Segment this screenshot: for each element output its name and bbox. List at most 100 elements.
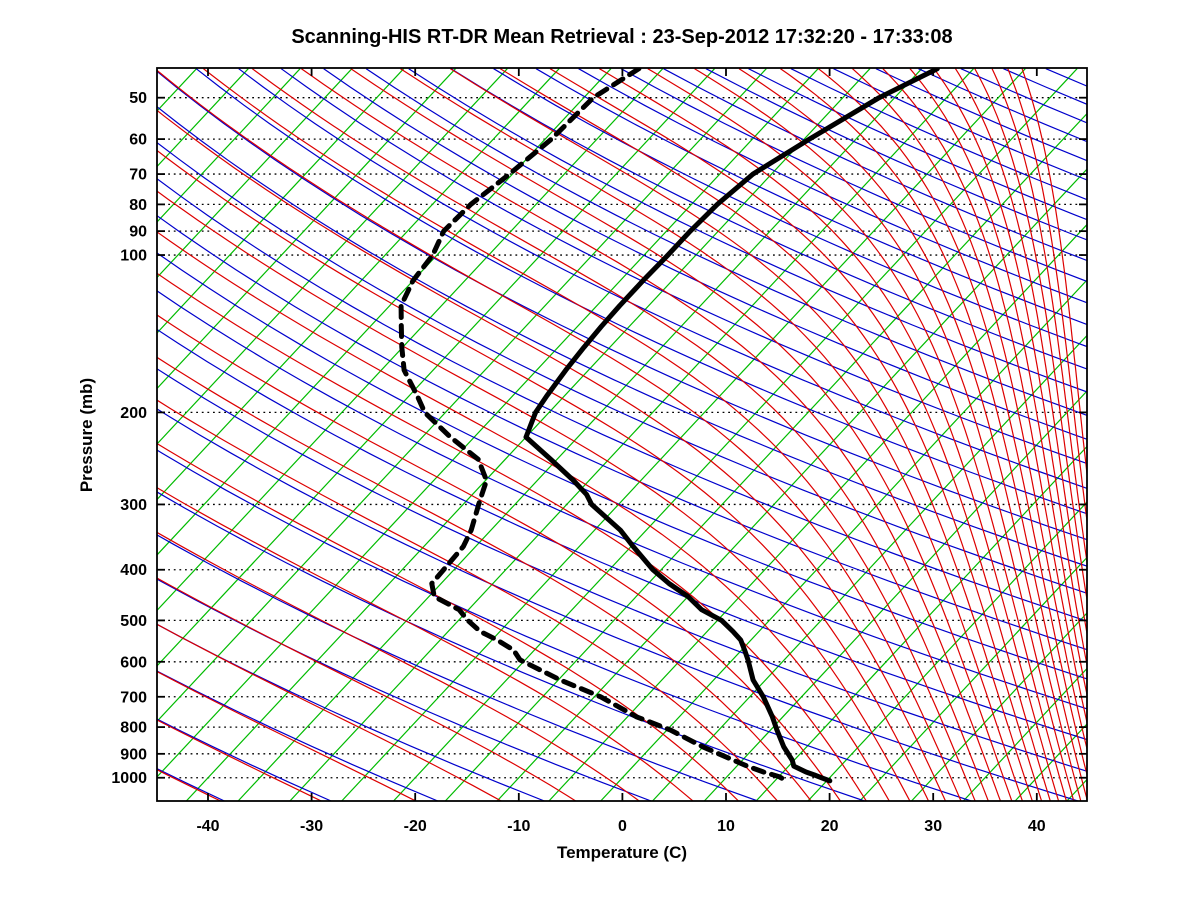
isotherm-line <box>157 68 353 279</box>
y-tick-label: 100 <box>120 248 147 265</box>
x-tick-label: 20 <box>821 818 839 835</box>
pseudoadiabat-line <box>400 68 1023 801</box>
isotherm-line <box>600 279 1087 801</box>
dry-adiabat-line <box>157 491 865 801</box>
dry-adiabat-line <box>663 68 1087 262</box>
pseudoadiabat-line <box>909 68 1087 698</box>
plot-area <box>0 68 1200 801</box>
pseudoadiabat-line <box>694 68 1075 801</box>
isotherm-line <box>157 68 456 390</box>
pseudoadiabat-line <box>933 68 1087 669</box>
dry-adiabat-line <box>365 68 1087 416</box>
pseudoadiabat-line <box>647 68 1067 801</box>
dry-adiabat-line <box>157 449 972 801</box>
pseudoadiabat-line <box>157 190 911 801</box>
dry-adiabat-line <box>323 68 1087 440</box>
dry-adiabat-line <box>157 70 1087 541</box>
y-tick-label: 90 <box>129 224 147 241</box>
dry-adiabat-line <box>450 68 1087 370</box>
dry-adiabat-line <box>1088 69 1200 801</box>
dry-adiabat-line <box>875 68 1087 162</box>
pseudoadiabat-line <box>157 272 867 801</box>
temperature-axis-label: Temperature (C) <box>556 843 688 862</box>
temperature-curve <box>523 68 940 784</box>
x-tick-label: -10 <box>507 818 530 835</box>
pseudoadiabat-line <box>780 68 1087 801</box>
isotherm-line <box>157 68 612 556</box>
dry-adiabat-line <box>157 408 1078 801</box>
isotherm-line <box>703 390 1087 801</box>
dry-adiabat-line <box>918 68 1087 143</box>
y-tick-label: 800 <box>120 720 147 737</box>
dry-adiabat-line <box>790 68 1087 201</box>
pseudoadiabat-line <box>157 231 890 801</box>
pseudoadiabat-line <box>0 69 116 801</box>
pseudoadiabat-line <box>157 356 812 801</box>
dry-adiabat-line <box>157 534 759 801</box>
x-tick-label: 30 <box>924 818 942 835</box>
isotherm-line <box>157 68 405 334</box>
pseudoadiabat-line <box>157 769 221 801</box>
pseudoadiabat-line <box>1007 68 1087 526</box>
x-tick-label: -30 <box>300 818 323 835</box>
dry-adiabat-line <box>238 68 1087 490</box>
y-tick-label: 1000 <box>111 770 147 787</box>
pseudoadiabat-line <box>882 68 1087 726</box>
y-tick-label: 200 <box>120 405 147 422</box>
y-tick-label: 900 <box>120 746 147 763</box>
dry-adiabat-line <box>157 290 1087 710</box>
isotherm-line <box>911 612 1087 801</box>
isotherm-line <box>157 68 197 112</box>
pseudoadiabat-line <box>157 486 694 801</box>
x-tick-label: 0 <box>618 818 627 835</box>
pseudoadiabat-line <box>157 399 778 801</box>
y-tick-label: 70 <box>129 167 147 184</box>
dry-adiabat-line <box>157 368 1087 772</box>
dry-adiabat-line <box>157 328 1087 741</box>
isotherm-line <box>289 68 974 801</box>
isotherm-line <box>548 223 1087 801</box>
y-tick-label: 300 <box>120 497 147 514</box>
pseudoadiabat-line <box>499 68 1043 801</box>
pseudoadiabat-line <box>1021 68 1087 480</box>
y-tick-label: 400 <box>120 562 147 579</box>
pseudoadiabat-line <box>251 68 989 801</box>
pseudoadiabat-line <box>157 719 322 801</box>
dry-adiabat-line <box>157 178 1087 622</box>
pseudoadiabat-line <box>738 68 1082 801</box>
x-tick-label: -20 <box>404 818 427 835</box>
pseudoadiabat-line <box>157 149 930 801</box>
pseudoadiabat-line <box>157 69 962 801</box>
pseudoadiabat-line <box>450 68 1033 801</box>
pseudoadiabat-line <box>203 68 976 801</box>
x-tick-label: -40 <box>196 818 219 835</box>
dry-adiabat-line <box>157 141 1087 594</box>
dewpoint-curve <box>398 68 789 783</box>
pseudoadiabat-line <box>954 68 1087 638</box>
chart-title: Scanning-HIS RT-DR Mean Retrieval : 23-S… <box>291 26 953 48</box>
isotherm-line <box>393 68 1078 801</box>
dry-adiabat-line <box>493 68 1087 348</box>
dry-adiabat-line <box>157 578 652 801</box>
isotherm-line <box>962 667 1087 801</box>
dry-adiabat-line <box>157 252 1087 680</box>
pseudoadiabat-line <box>157 577 577 801</box>
pseudoadiabat-line <box>157 314 841 801</box>
y-tick-label: 80 <box>129 197 147 214</box>
pseudoadiabat-line <box>157 442 739 801</box>
y-tick-label: 50 <box>129 90 147 107</box>
isotherm-line <box>496 168 1087 801</box>
pseudoadiabat-line <box>549 68 1051 801</box>
dry-adiabat-line <box>408 68 1087 393</box>
x-tick-label: 40 <box>1028 818 1046 835</box>
isotherm-line <box>341 68 1026 801</box>
dry-adiabat-line <box>157 623 545 801</box>
pseudoadiabat-line <box>301 68 1002 801</box>
pseudoadiabat-line <box>991 68 1087 567</box>
dry-adiabat-line <box>1045 68 1087 87</box>
pseudoadiabat-line <box>852 68 1087 752</box>
pseudoadiabat-line <box>157 109 947 801</box>
pseudoadiabat-line <box>974 68 1087 604</box>
